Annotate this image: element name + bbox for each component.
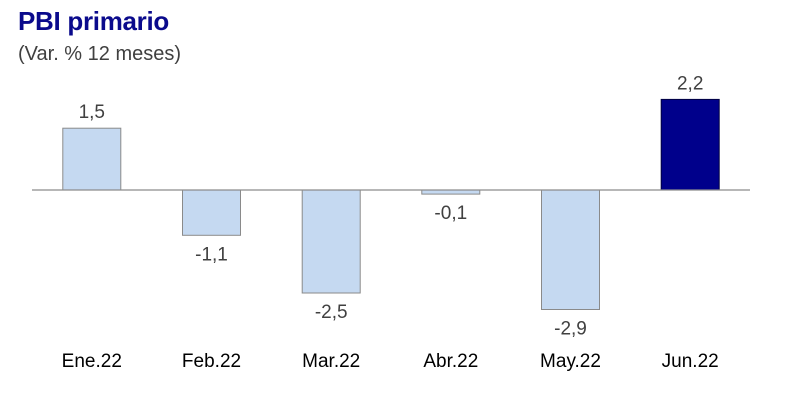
data-label: 2,2 [677, 73, 703, 94]
data-label: -0,1 [434, 203, 467, 224]
bar-feb-22 [182, 189, 241, 236]
data-label: -2,9 [554, 319, 587, 340]
data-label: -1,1 [195, 244, 228, 265]
chart-title: PBI primario [18, 6, 169, 36]
chart-subtitle: (Var. % 12 meses) [18, 43, 182, 65]
data-label: -2,5 [315, 302, 348, 323]
bar-ene-22 [62, 127, 122, 191]
x-tick-label: Feb.22 [182, 351, 241, 372]
bar-may-22 [541, 189, 600, 310]
bar-mar-22 [301, 189, 361, 294]
bar-jun-22 [660, 98, 720, 191]
data-label: 1,5 [79, 102, 105, 123]
x-tick-label: Mar.22 [302, 351, 360, 372]
x-tick-label: Abr.22 [423, 351, 478, 372]
x-tick-label: Ene.22 [62, 351, 122, 372]
x-tick-label: Jun.22 [662, 351, 719, 372]
x-tick-label: May.22 [540, 351, 601, 372]
